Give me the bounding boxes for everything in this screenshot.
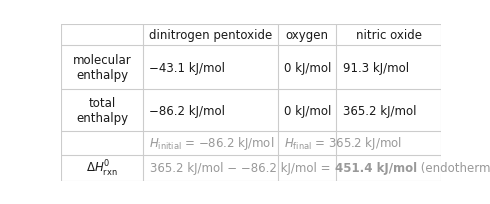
Text: 451.4 kJ/mol: 451.4 kJ/mol [335,162,417,175]
Text: molecular
enthalpy: molecular enthalpy [73,54,131,82]
Text: dinitrogen pentoxide: dinitrogen pentoxide [149,29,272,42]
Text: −86.2 kJ/mol: −86.2 kJ/mol [149,104,225,117]
Text: 365.2 kJ/mol: 365.2 kJ/mol [343,104,416,117]
Text: 91.3 kJ/mol: 91.3 kJ/mol [343,61,409,74]
Text: (endothermic): (endothermic) [417,162,490,175]
Text: $\Delta H^0_\mathrm{rxn}$: $\Delta H^0_\mathrm{rxn}$ [86,158,118,178]
Text: $\mathit{H}_\mathrm{initial}$ = −86.2 kJ/mol: $\mathit{H}_\mathrm{initial}$ = −86.2 kJ… [149,135,274,152]
Text: $\mathit{H}_\mathrm{final}$ = 365.2 kJ/mol: $\mathit{H}_\mathrm{final}$ = 365.2 kJ/m… [285,135,402,152]
Text: 0 kJ/mol: 0 kJ/mol [284,104,331,117]
Text: total
enthalpy: total enthalpy [76,97,128,125]
Text: 0 kJ/mol: 0 kJ/mol [284,61,331,74]
Text: nitric oxide: nitric oxide [356,29,422,42]
Text: 365.2 kJ/mol − −86.2 kJ/mol =: 365.2 kJ/mol − −86.2 kJ/mol = [150,162,335,175]
Text: oxygen: oxygen [286,29,329,42]
Text: −43.1 kJ/mol: −43.1 kJ/mol [149,61,225,74]
